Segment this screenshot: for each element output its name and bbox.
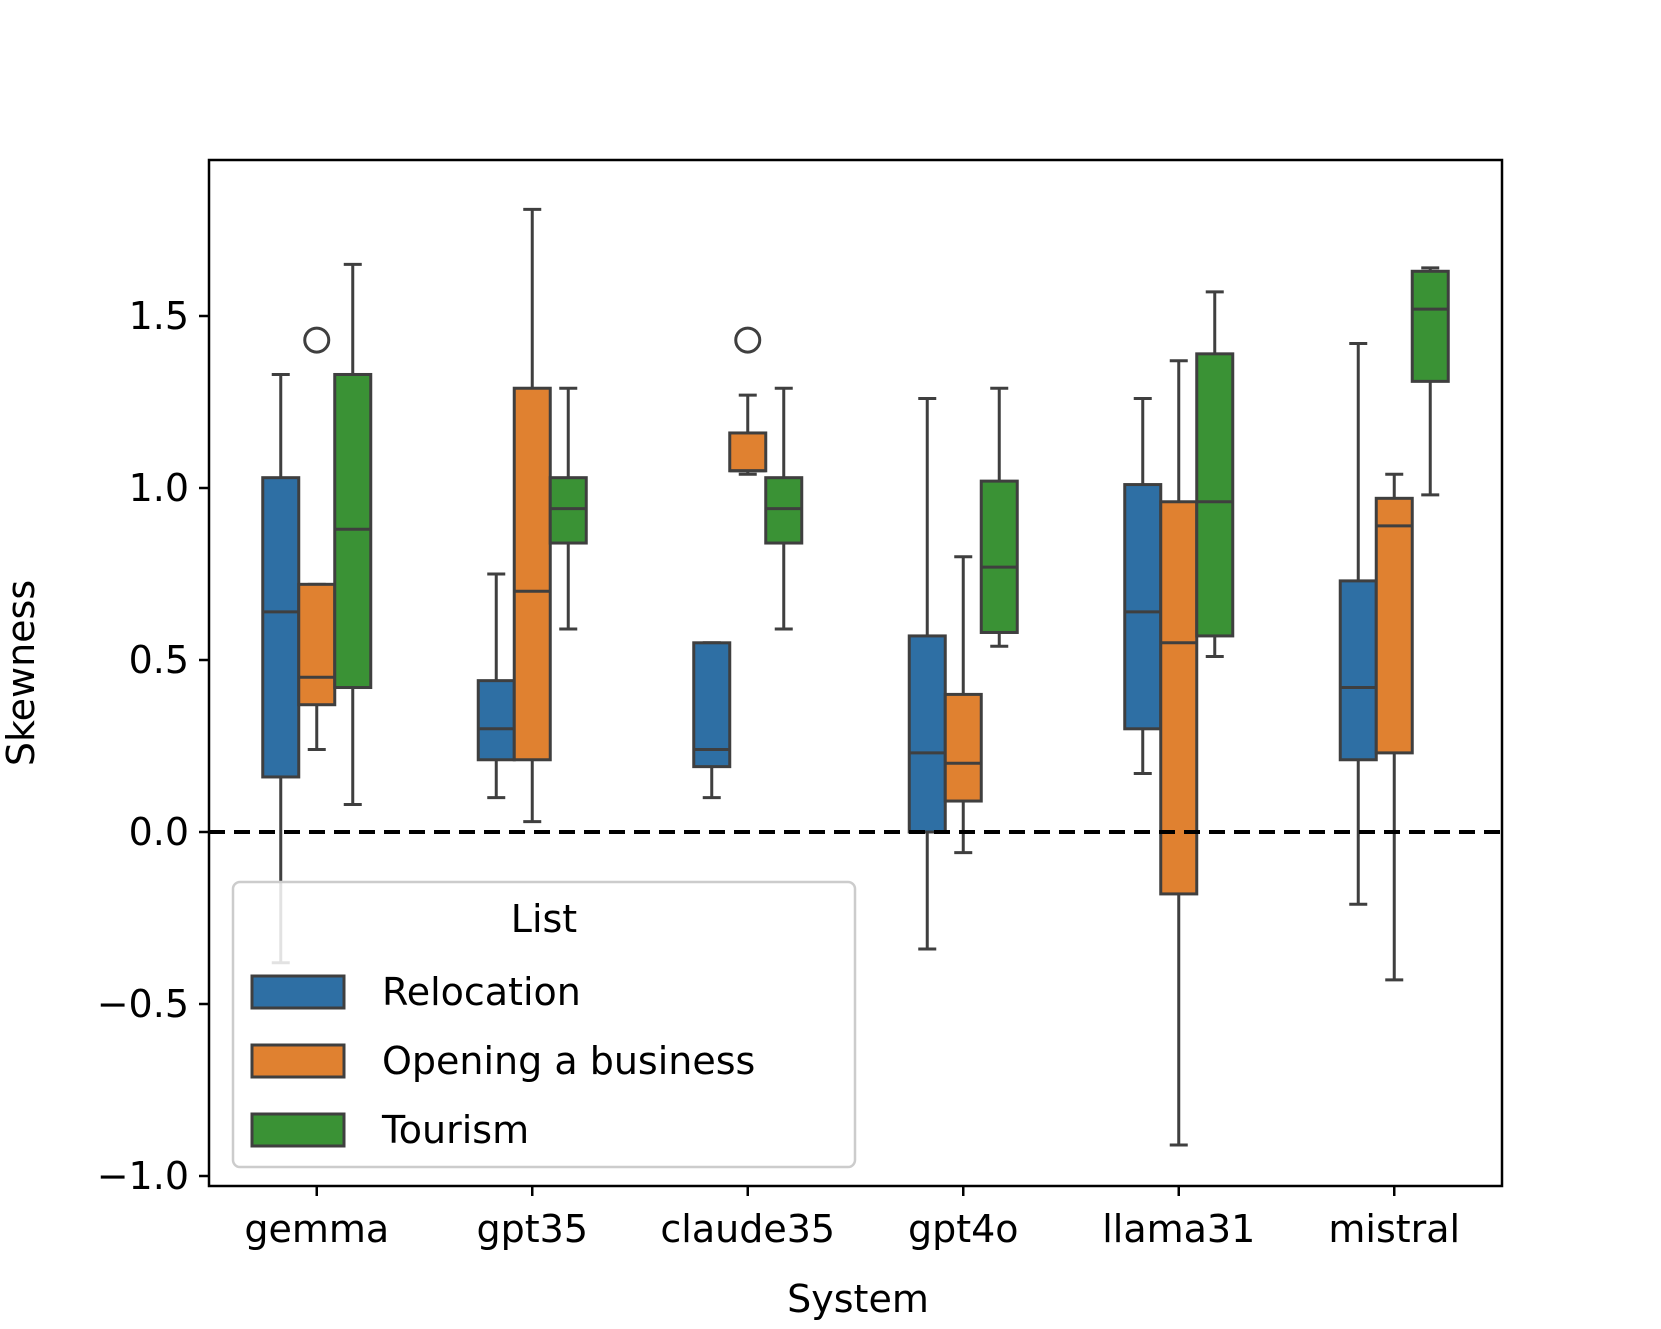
iqr-box [907, 634, 947, 834]
legend-swatch [250, 1112, 346, 1148]
iqr-box [1374, 496, 1414, 755]
x-tick-label: gpt35 [477, 1207, 589, 1251]
box-gpt35 [548, 386, 588, 631]
iqr-box [728, 431, 768, 473]
legend-swatch [250, 1043, 346, 1079]
box-gpt35 [512, 207, 552, 824]
iqr-box [1159, 500, 1199, 896]
iqr-box [476, 679, 516, 762]
box-claude35 [692, 641, 732, 800]
x-tick-label: claude35 [660, 1207, 835, 1251]
box-gpt4o [943, 555, 983, 855]
y-tick-label: 0.5 [129, 638, 189, 682]
box-claude35 [764, 386, 804, 631]
y-tick-label: −0.5 [97, 982, 189, 1026]
legend-frame [231, 880, 857, 1169]
box-gpt4o [979, 386, 1019, 648]
legend-swatch [250, 974, 346, 1010]
box-gpt35 [476, 572, 516, 800]
x-axis-label: System [787, 1277, 929, 1321]
x-axis: gemma gpt35 claude35 gpt4o llama31 mistral [244, 1186, 1460, 1251]
plot-frame [207, 158, 1504, 1188]
series-tourism [333, 262, 1450, 806]
box-llama31 [1195, 290, 1235, 659]
x-tick-label: gpt4o [908, 1207, 1019, 1251]
iqr-box [979, 479, 1019, 634]
box-gemma [333, 262, 373, 806]
iqr-box [764, 476, 804, 545]
legend-label: Opening a business [382, 1039, 755, 1083]
box-gpt4o [907, 397, 947, 951]
iqr-box [297, 582, 337, 707]
legend: List Relocation Opening a business Tourism [231, 880, 857, 1169]
box-gemma [297, 326, 337, 751]
legend-entries: Relocation Opening a business Tourism [250, 970, 755, 1152]
iqr-box [692, 641, 732, 769]
x-tick-label: llama31 [1102, 1207, 1255, 1251]
iqr-box [943, 692, 983, 803]
legend-label: Tourism [381, 1108, 529, 1152]
iqr-box [1123, 483, 1163, 731]
y-tick-label: 1.5 [129, 294, 189, 338]
x-tick-label: gemma [244, 1207, 389, 1251]
series-opening-a-business [297, 207, 1414, 1147]
outlier-point [303, 326, 331, 354]
legend-label: Relocation [382, 970, 581, 1014]
iqr-box [261, 476, 301, 779]
iqr-box [1410, 269, 1450, 383]
iqr-box [333, 372, 373, 690]
iqr-box [1338, 579, 1378, 762]
x-tick-label: mistral [1328, 1207, 1460, 1251]
y-axis-label: Skewness [0, 580, 43, 766]
y-tick-label: 0.0 [129, 810, 189, 854]
box-gemma [261, 372, 301, 965]
iqr-box [548, 476, 588, 545]
y-tick-label: 1.0 [129, 466, 189, 510]
iqr-box [512, 386, 552, 762]
box-llama31 [1159, 359, 1199, 1147]
y-axis: −1.0 −0.5 0.0 0.5 1.0 1.5 [97, 294, 209, 1198]
box-claude35 [728, 326, 768, 476]
iqr-box [1195, 352, 1235, 638]
legend-title: List [511, 897, 577, 941]
plot-area [209, 207, 1502, 1147]
outlier-point [734, 326, 762, 354]
box-mistral [1410, 266, 1450, 497]
box-mistral [1374, 472, 1414, 982]
y-tick-label: −1.0 [97, 1154, 189, 1198]
